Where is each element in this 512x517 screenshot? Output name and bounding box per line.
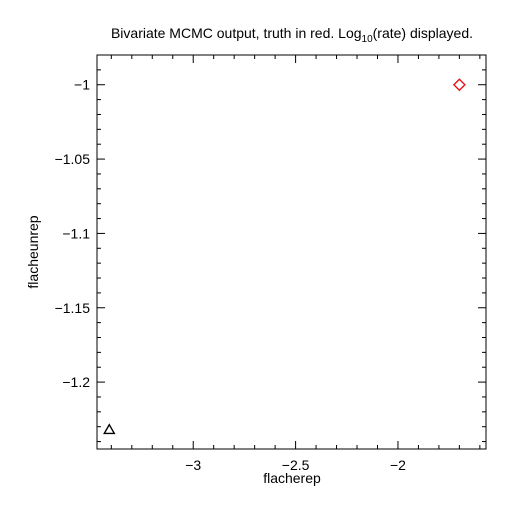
- x-tick-label: −3: [185, 457, 201, 473]
- truth-point-diamond-marker: [452, 78, 466, 92]
- y-tick-label: −1.2: [62, 374, 90, 390]
- axis-tick-labels: −3 −2.5 −2 −1 −1.05 −1.1 −1.15 −1.2: [55, 77, 407, 473]
- x-tick-label: −2.5: [282, 457, 310, 473]
- chart-title-tail: (rate) displayed.: [373, 25, 473, 41]
- chart-title-subscript: 10: [362, 34, 374, 45]
- plot-area-frame: [96, 54, 487, 450]
- chart-title: Bivariate MCMC output, truth in red. Log…: [111, 25, 473, 45]
- y-tick-label: −1.15: [55, 300, 91, 316]
- y-tick-label: −1.05: [55, 151, 91, 167]
- x-axis-label: flacherep: [263, 470, 321, 486]
- y-tick-label: −1.1: [62, 225, 90, 241]
- data-points: [103, 78, 466, 435]
- chart-title-group: Bivariate MCMC output, truth in red. Log…: [111, 25, 473, 45]
- axis-ticks: [97, 54, 486, 449]
- estimate-point-triangle-marker: [103, 423, 116, 435]
- y-tick-label: −1: [74, 77, 90, 93]
- x-tick-label: −2: [390, 457, 406, 473]
- y-axis-label: flacheunrep: [25, 215, 41, 288]
- chart-title-main: Bivariate MCMC output, truth in red. Log: [111, 25, 362, 41]
